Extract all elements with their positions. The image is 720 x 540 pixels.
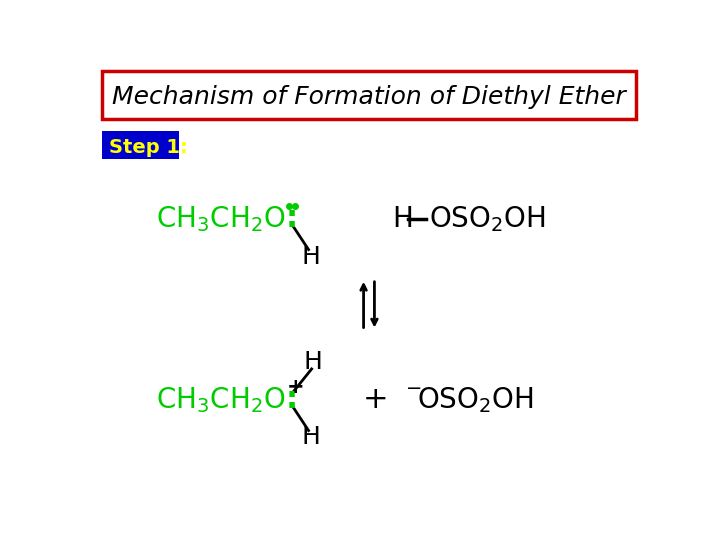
Text: OSO$_2$OH: OSO$_2$OH <box>428 204 545 234</box>
Text: :: : <box>286 204 298 233</box>
Text: $\mathregular{CH_3CH_2O}$: $\mathregular{CH_3CH_2O}$ <box>156 385 285 415</box>
Text: :: : <box>286 385 298 414</box>
FancyBboxPatch shape <box>102 71 636 119</box>
Text: +: + <box>287 377 304 397</box>
Text: +: + <box>362 385 388 414</box>
FancyBboxPatch shape <box>102 131 179 159</box>
Text: Mechanism of Formation of Diethyl Ether: Mechanism of Formation of Diethyl Ether <box>112 85 626 109</box>
Text: −: − <box>406 379 423 397</box>
Text: Step 1:: Step 1: <box>109 138 187 157</box>
Text: H: H <box>302 426 320 449</box>
Text: H: H <box>302 245 320 268</box>
Text: H: H <box>304 350 323 374</box>
Text: H: H <box>392 205 413 233</box>
Text: OSO$_2$OH: OSO$_2$OH <box>417 385 534 415</box>
Text: $\mathregular{CH_3CH_2O}$: $\mathregular{CH_3CH_2O}$ <box>156 204 285 234</box>
